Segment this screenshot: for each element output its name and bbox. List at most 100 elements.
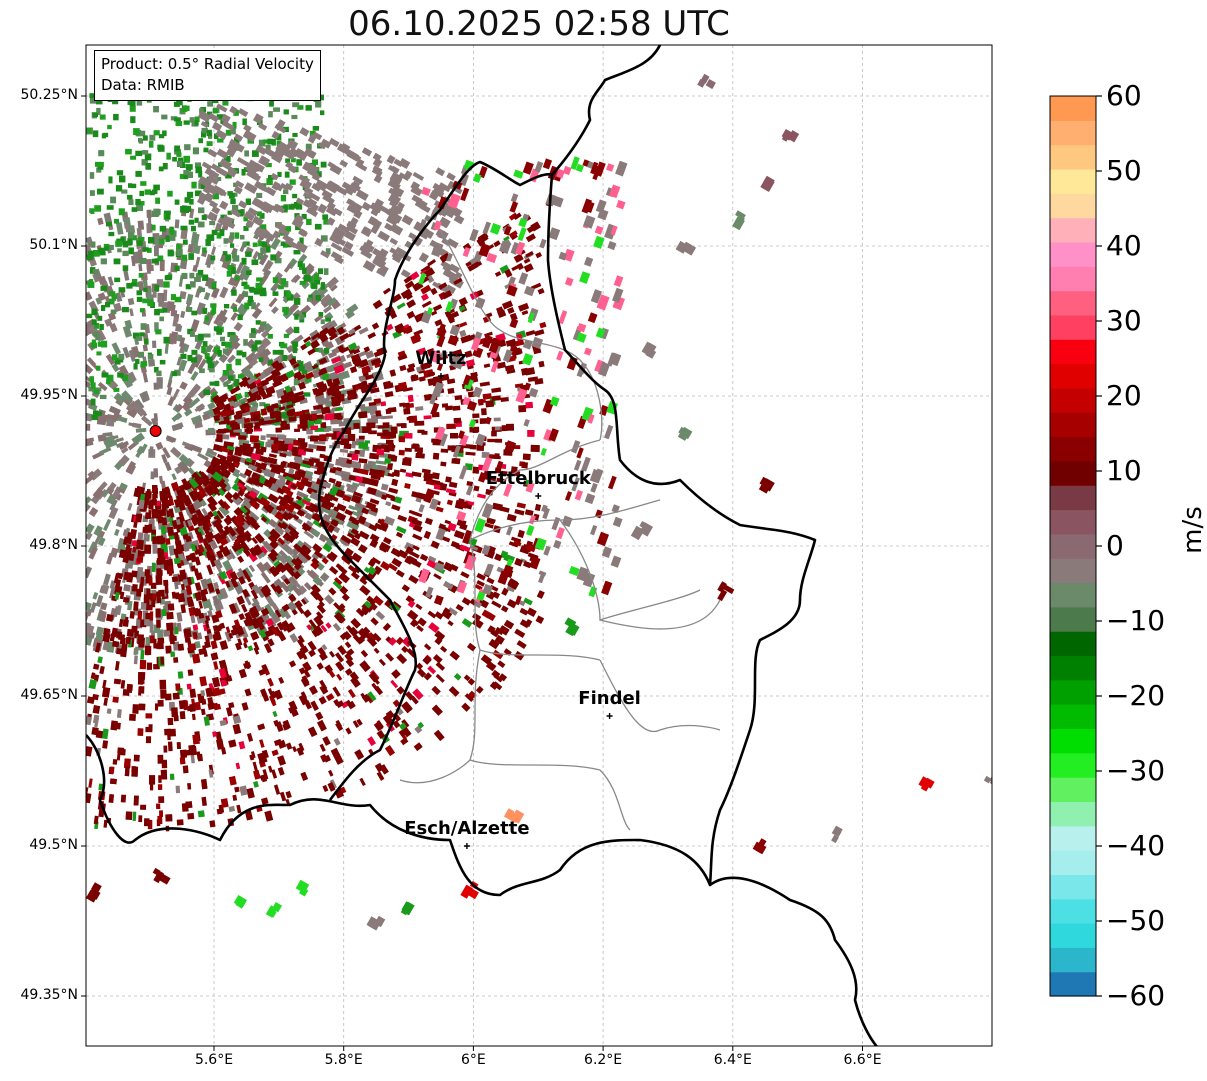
echo-cell: [86, 523, 95, 534]
echo-cell: [369, 410, 377, 416]
echo-cell: [221, 476, 230, 483]
colorbar-band: [1050, 606, 1096, 632]
echo-cell: [209, 539, 218, 550]
echo-cell: [248, 357, 259, 368]
colorbar-band: [1050, 485, 1096, 511]
echo-cell: [137, 220, 145, 230]
echo-cell: [125, 463, 137, 475]
echo-cell: [283, 537, 291, 545]
echo-cell: [168, 545, 176, 556]
colorbar-tick-label: 0: [1106, 529, 1124, 562]
echo-cell: [102, 489, 110, 498]
echo-cell: [233, 321, 243, 332]
echo-cell: [86, 372, 91, 382]
colorbar-band: [1050, 314, 1096, 340]
echo-cell: [123, 217, 132, 229]
echo-cell: [188, 397, 201, 409]
echo-cell: [260, 337, 269, 345]
echo-cell: [210, 246, 217, 256]
echo-cell: [270, 281, 280, 293]
echo-cell: [134, 646, 139, 655]
echo-cell: [137, 566, 144, 575]
echo-cell: [286, 344, 295, 354]
echo-cell: [161, 447, 171, 459]
echo-cell: [93, 535, 101, 547]
echo-cell: [128, 349, 136, 362]
echo-cell: [330, 284, 338, 292]
echo-cell: [274, 526, 284, 536]
echo-cell: [184, 506, 191, 516]
echo-cell: [100, 584, 110, 595]
echo-cell: [304, 512, 314, 521]
colorbar-band: [1050, 850, 1096, 875]
echo-cell: [146, 209, 152, 218]
echo-cell: [180, 310, 186, 318]
echo-cell: [322, 506, 334, 516]
echo-cell: [164, 343, 169, 354]
echo-cell: [346, 520, 360, 531]
echo-cell: [97, 275, 107, 286]
colorbar-band: [1050, 704, 1096, 730]
echo-cell: [271, 306, 279, 315]
echo-cell: [312, 575, 323, 586]
echo-cell: [186, 541, 192, 550]
map-title: 06.10.2025 02:58 UTC: [348, 4, 730, 44]
echo-cell: [86, 566, 93, 579]
echo-cell: [301, 281, 310, 290]
echo-cell: [197, 358, 207, 371]
colorbar-band: [1050, 898, 1096, 924]
echo-cell: [153, 413, 159, 422]
echo-cell: [100, 602, 108, 611]
colorbar-band: [1050, 558, 1096, 584]
echo-cell: [326, 297, 338, 307]
city-label: Findel: [578, 688, 641, 709]
echo-cell: [258, 253, 269, 266]
echo-cell: [103, 212, 113, 224]
echo-cell: [181, 441, 194, 449]
echo-cell: [164, 461, 172, 472]
echo-cell: [268, 297, 278, 308]
colorbar-band: [1050, 412, 1096, 438]
colorbar-band: [1050, 655, 1096, 681]
echo-cell: [256, 561, 267, 573]
echo-cell: [134, 398, 145, 410]
echo-cell: [139, 391, 149, 403]
echo-cell: [183, 343, 190, 353]
echo-cell: [279, 581, 291, 593]
echo-cell: [262, 365, 275, 377]
echo-cell: [97, 481, 108, 492]
echo-cell: [192, 265, 198, 272]
echo-cell: [120, 440, 130, 449]
echo-cell: [330, 299, 341, 310]
echo-cell: [97, 381, 108, 392]
colorbar-tick-label: −40: [1106, 829, 1166, 862]
echo-cell: [218, 353, 229, 364]
echo-cell: [176, 324, 183, 332]
echo-cell: [288, 302, 299, 313]
echo-cell: [213, 314, 223, 326]
echo-cell: [268, 518, 278, 528]
echo-cell: [86, 423, 91, 431]
colorbar-band: [1050, 801, 1096, 827]
lat-tick-label: 49.65°N: [20, 687, 78, 703]
echo-cell: [311, 553, 319, 561]
echo-cell: [251, 596, 260, 606]
lat-tick-label: 49.35°N: [20, 987, 78, 1003]
echo-cell: [127, 502, 133, 511]
echo-cell: [358, 326, 369, 335]
colorbar-band: [1050, 582, 1096, 608]
lat-tick-label: 49.5°N: [29, 837, 78, 853]
echo-cell: [142, 279, 148, 288]
echo-cell: [218, 504, 230, 517]
echo-cell: [211, 287, 220, 299]
colorbar-band: [1050, 266, 1096, 292]
echo-cell: [251, 307, 263, 319]
colorbar-band: [1050, 825, 1096, 851]
echo-cell: [130, 255, 136, 267]
echo-cell: [309, 329, 320, 339]
echo-cell: [323, 305, 333, 314]
echo-cell: [381, 415, 393, 420]
echo-cell: [138, 263, 143, 272]
colorbar-band: [1050, 752, 1096, 778]
